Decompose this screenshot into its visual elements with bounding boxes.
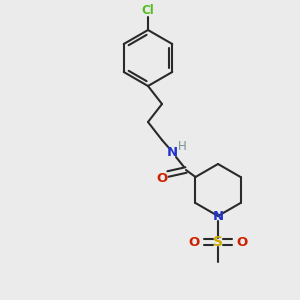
Text: Cl: Cl — [142, 4, 154, 17]
Text: H: H — [178, 140, 186, 154]
Text: N: N — [167, 146, 178, 158]
Text: O: O — [156, 172, 168, 184]
Text: N: N — [212, 209, 224, 223]
Text: O: O — [188, 236, 200, 248]
Text: O: O — [236, 236, 247, 248]
Text: S: S — [213, 235, 223, 249]
